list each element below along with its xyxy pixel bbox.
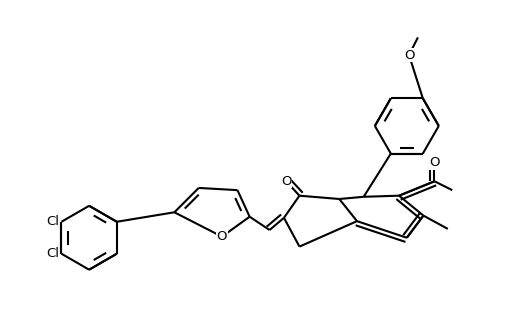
Text: Cl: Cl [46, 215, 59, 228]
Text: O: O [281, 175, 292, 188]
Text: O: O [429, 156, 440, 169]
Text: O: O [217, 230, 227, 243]
Text: Cl: Cl [46, 247, 59, 260]
Text: O: O [404, 49, 414, 61]
